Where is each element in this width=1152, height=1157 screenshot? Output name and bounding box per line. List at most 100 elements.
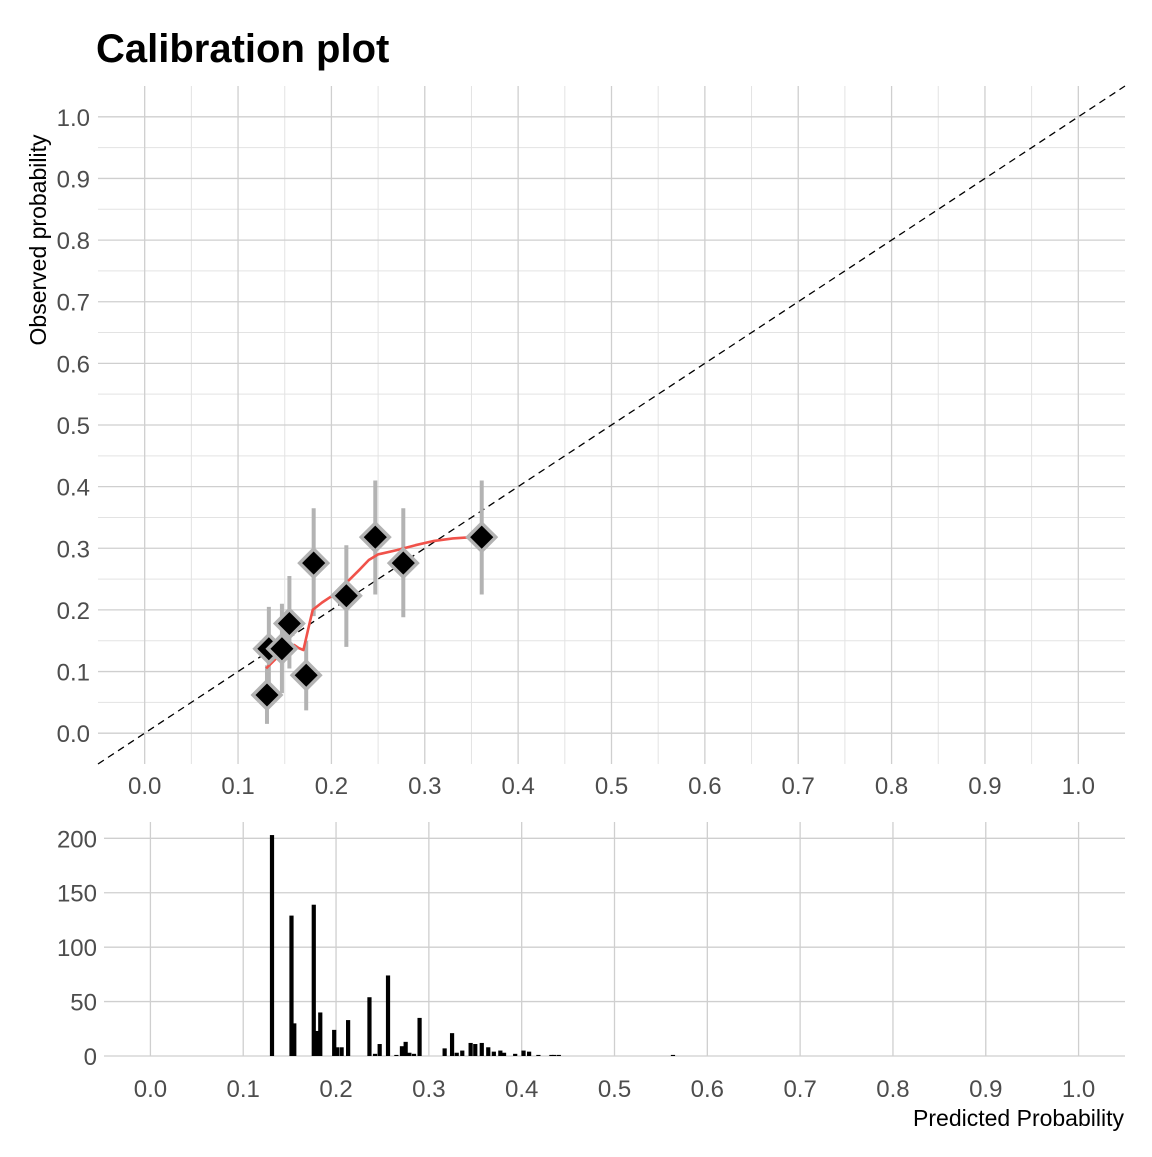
calibration-x-tick-labels: 0.0 0.1 0.2 0.3 0.4 0.5 0.6 0.7 0.8 0.9 1.0 bbox=[128, 773, 1095, 800]
histogram-bar bbox=[334, 1047, 340, 1056]
y-tick-label: 0.3 bbox=[57, 536, 90, 563]
histogram-bar bbox=[367, 997, 372, 1056]
y-tick-label: 200 bbox=[57, 826, 97, 853]
y-tick-label: 0.5 bbox=[57, 413, 90, 440]
y-tick-label: 0.0 bbox=[57, 721, 90, 748]
histogram-bar bbox=[417, 1017, 422, 1056]
x-tick-label: 0.3 bbox=[408, 773, 441, 800]
y-tick-label: 0.8 bbox=[57, 228, 90, 255]
histogram-bar bbox=[454, 1052, 459, 1056]
histogram-bar bbox=[407, 1052, 412, 1056]
x-tick-label: 1.0 bbox=[1062, 1076, 1095, 1103]
histogram-bar bbox=[292, 1023, 297, 1056]
histogram-bar bbox=[332, 1029, 337, 1056]
histogram-bar bbox=[670, 1054, 676, 1056]
histogram-panel: 0.0 0.1 0.2 0.3 0.4 0.5 0.6 0.7 0.8 0.9 1.0 0 50 100… bbox=[57, 822, 1125, 1131]
histogram-bar bbox=[486, 1047, 491, 1056]
histogram-bar bbox=[479, 1042, 484, 1056]
y-tick-label: 0.1 bbox=[57, 660, 90, 687]
x-tick-label: 0.8 bbox=[875, 773, 908, 800]
histogram-bar bbox=[513, 1053, 518, 1056]
histogram-bar bbox=[460, 1050, 465, 1056]
histogram-bar bbox=[521, 1050, 526, 1056]
histogram-bar bbox=[372, 1053, 378, 1056]
histogram-bar bbox=[311, 904, 316, 1056]
x-tick-label: 0.6 bbox=[691, 1076, 724, 1103]
chart-title: Calibration plot bbox=[96, 27, 389, 71]
x-tick-label: 0.4 bbox=[501, 773, 534, 800]
y-tick-label: 0.6 bbox=[57, 351, 90, 378]
histogram-bar bbox=[536, 1054, 541, 1056]
observed-point bbox=[297, 546, 331, 580]
calibration-panel: 0.0 0.1 0.2 0.3 0.4 0.5 0.6 0.7 0.8 0.9 1.0 0.0 0.1… bbox=[25, 85, 1126, 800]
histogram-bar bbox=[449, 1033, 455, 1056]
x-tick-label: 0.1 bbox=[221, 773, 254, 800]
histogram-x-tick-labels: 0.0 0.1 0.2 0.3 0.4 0.5 0.6 0.7 0.8 0.9 1.0 bbox=[134, 1076, 1096, 1103]
observed-point bbox=[465, 520, 499, 554]
x-tick-label: 0.4 bbox=[505, 1076, 538, 1103]
histogram-bar bbox=[527, 1051, 532, 1056]
histogram-bar bbox=[442, 1048, 447, 1056]
y-tick-label: 0.9 bbox=[57, 166, 90, 193]
x-tick-label: 1.0 bbox=[1062, 773, 1095, 800]
histogram-bar bbox=[346, 1020, 351, 1056]
histogram-bar bbox=[411, 1053, 417, 1056]
y-tick-label: 0.7 bbox=[57, 290, 90, 317]
histogram-bar bbox=[403, 1041, 408, 1056]
histogram-bars bbox=[269, 835, 676, 1056]
histogram-bar bbox=[289, 915, 294, 1056]
histogram-bar bbox=[498, 1050, 503, 1056]
x-tick-label: 0.0 bbox=[134, 1076, 167, 1103]
y-tick-label: 50 bbox=[70, 990, 97, 1017]
x-tick-label: 0.7 bbox=[783, 1076, 816, 1103]
histogram-y-tick-labels: 0 50 100 150 200 bbox=[57, 826, 97, 1071]
calibration-grid bbox=[98, 86, 1125, 764]
observed-points bbox=[250, 520, 499, 712]
x-tick-label: 0.3 bbox=[412, 1076, 445, 1103]
histogram-grid bbox=[104, 822, 1125, 1057]
observed-point bbox=[272, 606, 306, 640]
histogram-bar bbox=[314, 1030, 319, 1056]
histogram-bar bbox=[339, 1047, 344, 1056]
observed-point bbox=[250, 678, 284, 712]
y-tick-label: 0.2 bbox=[57, 598, 90, 625]
calibration-y-tick-labels: 0.0 0.1 0.2 0.3 0.4 0.5 0.6 0.7 0.8 0.9 1.0 bbox=[57, 105, 90, 748]
histogram-bar bbox=[549, 1054, 554, 1056]
histogram-bar bbox=[501, 1052, 507, 1056]
x-tick-label: 0.2 bbox=[315, 773, 348, 800]
y-tick-label: 1.0 bbox=[57, 105, 90, 132]
histogram-bar bbox=[491, 1051, 496, 1056]
observed-point bbox=[265, 632, 299, 666]
y-tick-label: 0.4 bbox=[57, 475, 90, 502]
x-tick-label: 0.1 bbox=[227, 1076, 260, 1103]
x-tick-label: 0.6 bbox=[688, 773, 721, 800]
histogram-bar bbox=[377, 1044, 382, 1056]
x-tick-label: 0.8 bbox=[876, 1076, 909, 1103]
y-tick-label: 100 bbox=[57, 935, 97, 962]
x-tick-label: 0.5 bbox=[598, 1076, 631, 1103]
x-axis-title: Predicted Probability bbox=[913, 1105, 1124, 1131]
histogram-bar bbox=[468, 1042, 473, 1056]
observed-point bbox=[289, 658, 323, 692]
y-tick-label: 150 bbox=[57, 881, 97, 908]
observed-point bbox=[386, 546, 420, 580]
observed-point bbox=[329, 579, 363, 613]
observed-point bbox=[358, 520, 392, 554]
histogram-bar bbox=[473, 1044, 478, 1056]
histogram-bar bbox=[385, 975, 391, 1056]
histogram-bar bbox=[394, 1054, 399, 1056]
histogram-bar bbox=[399, 1046, 405, 1056]
x-tick-label: 0.5 bbox=[595, 773, 628, 800]
y-axis-title: Observed probability bbox=[25, 134, 51, 345]
histogram-bar bbox=[318, 1012, 323, 1056]
x-tick-label: 0.7 bbox=[782, 773, 815, 800]
x-tick-label: 0.0 bbox=[128, 773, 161, 800]
x-tick-label: 0.9 bbox=[968, 773, 1001, 800]
histogram-bar bbox=[556, 1054, 561, 1056]
x-tick-label: 0.2 bbox=[319, 1076, 352, 1103]
histogram-bar bbox=[269, 835, 275, 1056]
x-tick-label: 0.9 bbox=[969, 1076, 1002, 1103]
y-tick-label: 0 bbox=[84, 1044, 97, 1071]
